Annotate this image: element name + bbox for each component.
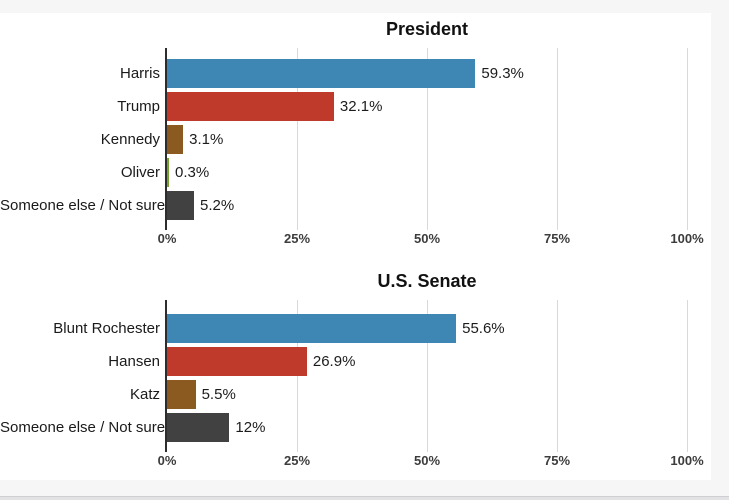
category-label: Trump bbox=[117, 98, 160, 115]
president-chart: President Harris 59.3% Trump 32.1% Kennedy 3.… bbox=[0, 17, 711, 257]
gridline bbox=[557, 48, 558, 230]
bar-hansen bbox=[167, 347, 307, 376]
x-axis-tick-label: 50% bbox=[413, 453, 441, 468]
value-label: 3.1% bbox=[189, 131, 224, 148]
category-label: Hansen bbox=[108, 353, 160, 370]
bar-katz bbox=[167, 380, 196, 409]
x-axis-tick-label: 25% bbox=[283, 231, 311, 246]
value-label: 5.2% bbox=[200, 197, 235, 214]
bar-someone-else-not-sure bbox=[167, 413, 230, 442]
plot-area: Harris 59.3% Trump 32.1% Kennedy 3.1% Oliver 0.… bbox=[0, 48, 704, 246]
category-label: Blunt Rochester bbox=[53, 320, 160, 337]
value-label: 55.6% bbox=[462, 320, 505, 337]
x-axis-tick-label: 75% bbox=[543, 231, 571, 246]
gridline bbox=[427, 48, 428, 230]
bar-row: Oliver 0.3% bbox=[121, 156, 687, 189]
y-axis-line bbox=[165, 300, 167, 452]
chart-card: President Harris 59.3% Trump 32.1% Kennedy 3.… bbox=[0, 13, 711, 480]
category-label: Katz bbox=[129, 386, 160, 403]
gridline bbox=[297, 48, 298, 230]
gridline bbox=[557, 300, 558, 452]
senate-chart: U.S. Senate Blunt Rochester 55.6% Hansen 26… bbox=[0, 269, 711, 474]
bar-row: Blunt Rochester 55.6% bbox=[53, 312, 687, 345]
category-label: Harris bbox=[120, 65, 160, 82]
bar-row: Hansen 26.9% bbox=[108, 345, 687, 378]
value-label: 12% bbox=[235, 419, 266, 436]
gridline bbox=[297, 300, 298, 452]
bar-blunt-rochester bbox=[167, 314, 457, 343]
y-axis-line bbox=[165, 48, 167, 230]
bar-row: Someone else / Not sure 12% bbox=[0, 411, 687, 444]
gridline bbox=[427, 300, 428, 452]
gridline bbox=[687, 300, 688, 452]
bar-row: Katz 5.5% bbox=[130, 378, 687, 411]
x-axis-ticks: 0% 25% 50% 75% 100% bbox=[158, 453, 704, 469]
value-label: 59.3% bbox=[481, 65, 524, 82]
category-label: Kennedy bbox=[100, 131, 160, 148]
x-axis-ticks: 0% 25% 50% 75% 100% bbox=[158, 231, 704, 247]
value-label: 0.3% bbox=[175, 164, 210, 181]
chart-title-senate: U.S. Senate bbox=[377, 271, 477, 291]
page-bottom-divider bbox=[0, 496, 729, 500]
x-axis-tick-label: 50% bbox=[413, 231, 441, 246]
value-label: 32.1% bbox=[339, 98, 383, 115]
bar-row: Harris 59.3% bbox=[120, 57, 687, 90]
bar-kennedy bbox=[167, 125, 184, 154]
x-axis-tick-label: 25% bbox=[283, 453, 311, 468]
value-label: 5.5% bbox=[201, 386, 236, 403]
bar-row: Trump 32.1% bbox=[117, 90, 687, 123]
x-axis-tick-label: 100% bbox=[670, 231, 704, 246]
x-axis-tick-label: 100% bbox=[670, 453, 704, 468]
gridline bbox=[687, 48, 688, 230]
bar-rows: Blunt Rochester 55.6% Hansen 26.9% Katz 5.5% S… bbox=[0, 300, 687, 444]
bar-row: Someone else / Not sure 5.2% bbox=[0, 189, 687, 222]
category-label: Someone else / Not sure bbox=[0, 197, 166, 214]
bar-row: Kennedy 3.1% bbox=[101, 123, 687, 156]
bar-harris bbox=[167, 59, 476, 88]
x-axis-tick-label: 75% bbox=[543, 453, 571, 468]
category-label: Oliver bbox=[120, 164, 160, 181]
x-axis-tick-label: 0% bbox=[157, 453, 177, 468]
plot-area: Blunt Rochester 55.6% Hansen 26.9% Katz 5.5% S… bbox=[0, 300, 704, 468]
x-axis-tick-label: 0% bbox=[157, 231, 177, 246]
bar-rows: Harris 59.3% Trump 32.1% Kennedy 3.1% Oliver 0.… bbox=[0, 48, 687, 222]
chart-title-president: President bbox=[385, 19, 469, 39]
bar-someone-else-not-sure bbox=[167, 191, 195, 220]
value-label: 26.9% bbox=[312, 353, 356, 370]
category-label: Someone else / Not sure bbox=[0, 419, 166, 436]
bar-oliver bbox=[167, 158, 169, 187]
bar-trump bbox=[167, 92, 334, 121]
